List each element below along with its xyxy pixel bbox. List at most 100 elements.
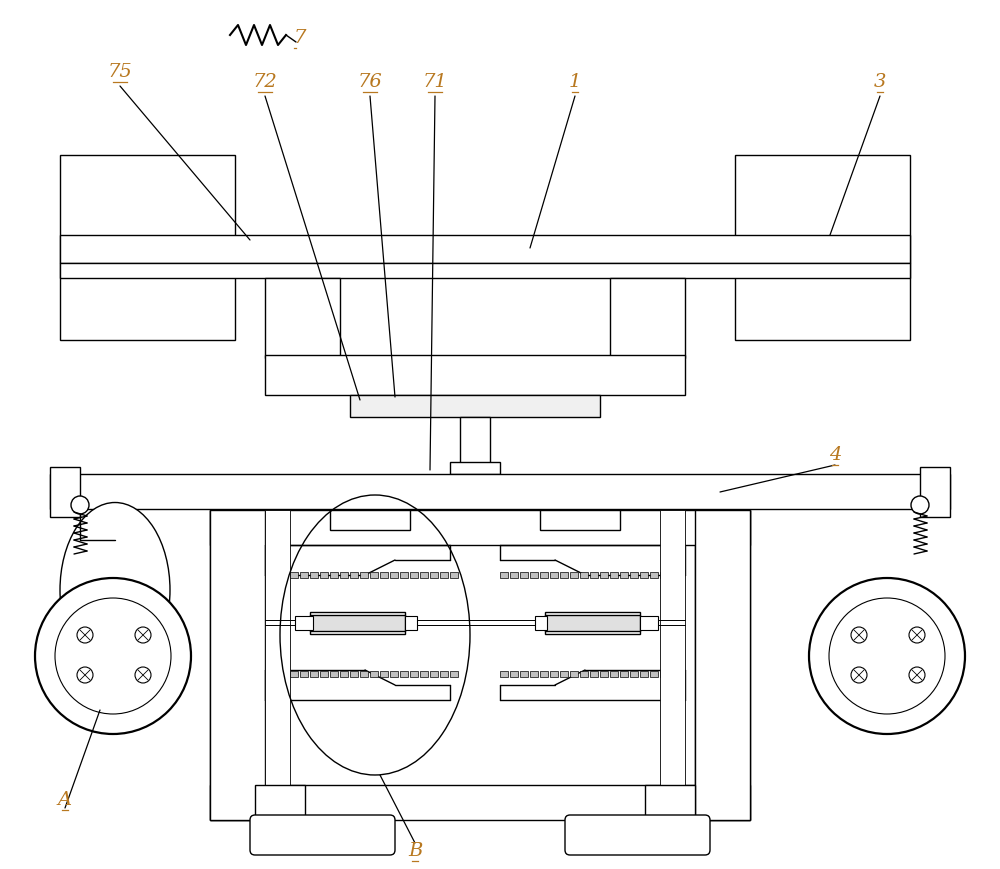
Bar (340, 671, 348, 677)
Bar (420, 572, 428, 578)
Bar (340, 572, 348, 578)
Bar (405, 616, 417, 630)
Bar (510, 572, 518, 578)
Bar (660, 572, 668, 578)
Bar (390, 671, 398, 677)
Bar (670, 572, 678, 578)
Bar (360, 572, 368, 578)
Bar (620, 671, 628, 677)
Bar (310, 612, 405, 634)
Bar (600, 671, 608, 677)
Bar (560, 572, 568, 578)
Bar (330, 510, 410, 530)
Bar (920, 467, 950, 517)
Circle shape (71, 496, 89, 514)
Bar (580, 572, 588, 578)
Bar (620, 572, 628, 578)
Circle shape (77, 627, 93, 643)
Bar (590, 572, 598, 578)
Bar (265, 510, 290, 820)
Bar (300, 572, 308, 578)
Bar (330, 572, 338, 578)
Circle shape (809, 578, 965, 734)
Bar (695, 510, 750, 820)
FancyBboxPatch shape (565, 815, 710, 855)
Bar (265, 278, 340, 358)
Bar (50, 474, 950, 509)
Bar (545, 615, 640, 631)
Circle shape (829, 598, 945, 714)
Bar (210, 785, 750, 820)
Bar (450, 572, 458, 578)
Bar (310, 572, 318, 578)
Bar (590, 671, 598, 677)
Bar (645, 785, 695, 825)
Bar (295, 616, 313, 630)
Bar (265, 355, 685, 395)
Bar (290, 572, 298, 578)
Bar (660, 671, 668, 677)
Bar (560, 671, 568, 677)
Bar (50, 467, 80, 517)
Text: 7: 7 (294, 29, 306, 47)
Bar (430, 671, 438, 677)
Bar (600, 572, 608, 578)
Bar (640, 671, 648, 677)
Text: 4: 4 (829, 446, 841, 464)
Bar (520, 671, 528, 677)
Bar (550, 671, 558, 677)
Bar (610, 671, 618, 677)
Bar (545, 612, 640, 634)
Bar (370, 572, 378, 578)
Circle shape (77, 667, 93, 683)
Bar (735, 155, 910, 340)
FancyBboxPatch shape (250, 815, 395, 855)
Text: B: B (408, 842, 422, 860)
Bar (320, 572, 328, 578)
Bar (370, 671, 378, 677)
Bar (530, 572, 538, 578)
Bar (500, 671, 508, 677)
Circle shape (911, 496, 929, 514)
Bar (60, 235, 910, 263)
Bar (60, 263, 910, 278)
Bar (255, 785, 305, 825)
Bar (640, 616, 658, 630)
Bar (360, 671, 368, 677)
Bar (400, 572, 408, 578)
Bar (510, 671, 518, 677)
Bar (610, 572, 618, 578)
Bar (410, 671, 418, 677)
Bar (420, 671, 428, 677)
Bar (660, 510, 685, 820)
Bar (535, 616, 547, 630)
Circle shape (909, 667, 925, 683)
Text: 1: 1 (569, 73, 581, 91)
Bar (60, 155, 235, 340)
Text: 72: 72 (253, 73, 277, 91)
Text: 76: 76 (358, 73, 382, 91)
Circle shape (135, 667, 151, 683)
Bar (350, 395, 600, 417)
Bar (550, 572, 558, 578)
Bar (300, 671, 308, 677)
Bar (570, 671, 578, 677)
Bar (280, 671, 288, 677)
Bar (310, 671, 318, 677)
Bar (390, 572, 398, 578)
Bar (280, 572, 288, 578)
Bar (610, 278, 685, 358)
Bar (580, 671, 588, 677)
Text: 3: 3 (874, 73, 886, 91)
Bar (450, 462, 500, 474)
Bar (310, 615, 405, 631)
Bar (630, 572, 638, 578)
Bar (350, 671, 358, 677)
Bar (380, 671, 388, 677)
Ellipse shape (60, 502, 170, 678)
Text: 75: 75 (108, 63, 132, 81)
Bar (440, 671, 448, 677)
Bar (650, 671, 658, 677)
Bar (290, 671, 298, 677)
Text: 71: 71 (423, 73, 447, 91)
